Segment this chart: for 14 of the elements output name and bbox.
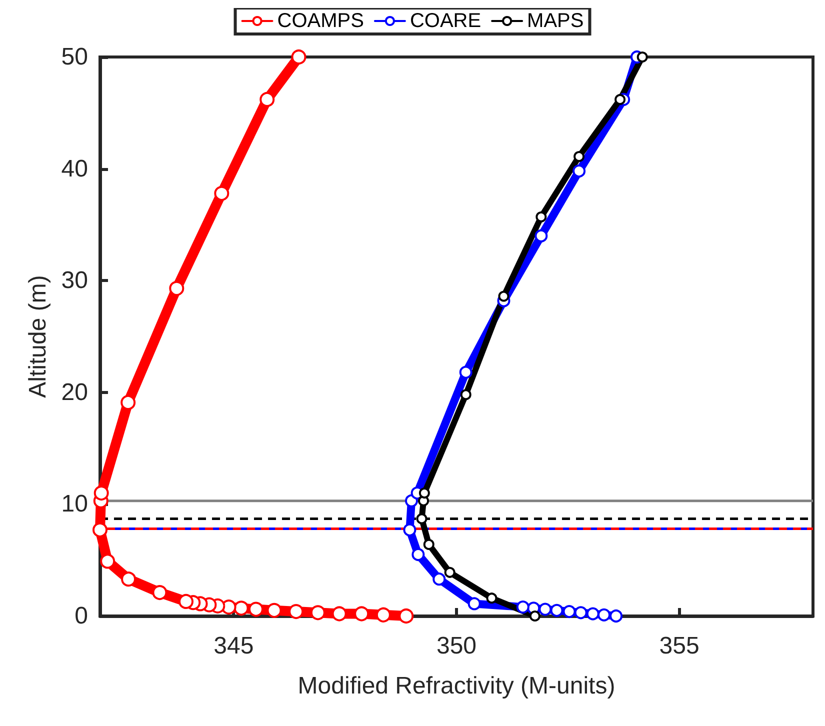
legend-label: COARE bbox=[410, 10, 482, 32]
y-tick-label: 40 bbox=[61, 155, 88, 182]
legend-label: COAMPS bbox=[277, 10, 364, 32]
legend-label: MAPS bbox=[527, 10, 584, 32]
y-tick-label: 20 bbox=[61, 378, 88, 406]
x-axis-title: Modified Refractivity (M-units) bbox=[298, 672, 616, 700]
y-tick-label: 0 bbox=[74, 602, 88, 630]
y-tick-label: 10 bbox=[61, 490, 88, 518]
x-tick-label: 345 bbox=[214, 632, 254, 660]
x-tick-label: 350 bbox=[436, 632, 477, 660]
y-tick-label: 30 bbox=[61, 267, 88, 294]
x-tick-label: 355 bbox=[659, 632, 700, 660]
y-axis-title: Altitude (m) bbox=[24, 275, 52, 398]
y-tick-label: 50 bbox=[61, 44, 88, 70]
